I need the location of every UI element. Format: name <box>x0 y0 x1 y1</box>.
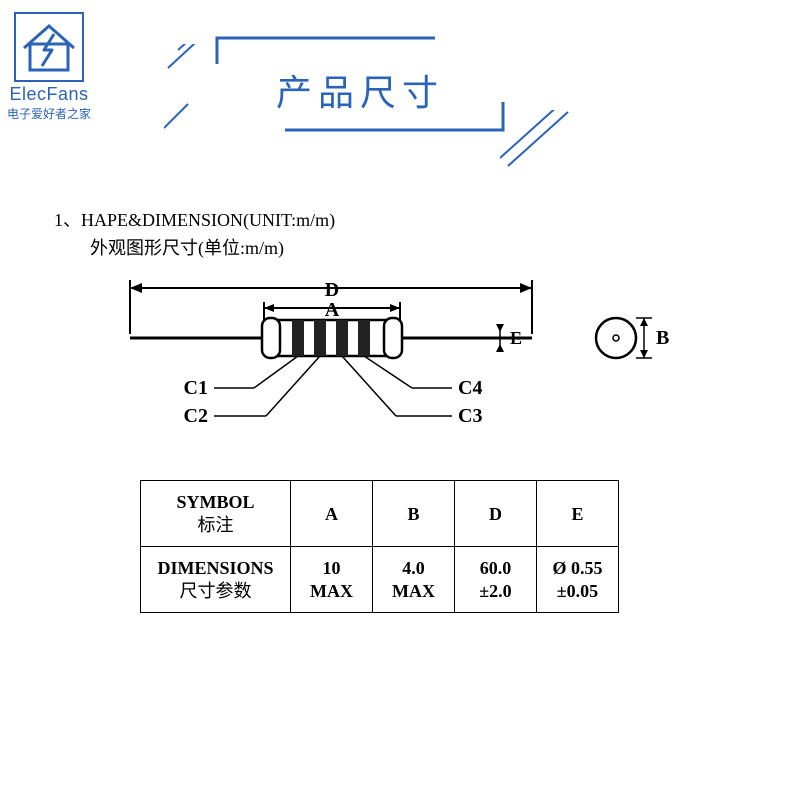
val-a-top: 10 <box>299 557 364 580</box>
table-row: SYMBOL 标注 A B D E <box>141 481 619 547</box>
page-title: 产品尺寸 <box>215 64 505 116</box>
dimension-table: SYMBOL 标注 A B D E DIMENSIONS 尺寸参数 10 MAX… <box>140 480 619 613</box>
header-chn: 标注 <box>149 514 282 537</box>
col-e-head: E <box>537 481 619 547</box>
svg-text:C2: C2 <box>184 405 208 427</box>
section-index: 1、 <box>54 210 81 230</box>
table-row: DIMENSIONS 尺寸参数 10 MAX 4.0 MAX 60.0 ±2.0… <box>141 546 619 612</box>
rowlabel-chn: 尺寸参数 <box>149 580 282 603</box>
val-b-top: 4.0 <box>381 557 446 580</box>
val-a-bot: MAX <box>299 580 364 603</box>
brand-subtitle: 电子爱好者之家 <box>4 105 94 122</box>
logo-icon <box>14 12 84 82</box>
svg-text:C1: C1 <box>184 377 208 399</box>
val-e-bot: ±0.05 <box>545 580 610 603</box>
svg-text:B: B <box>656 327 669 349</box>
val-d-top: 60.0 <box>463 557 528 580</box>
section-chn: 外观图形尺寸(单位:m/m) <box>90 234 335 260</box>
val-e-top: Ø 0.55 <box>545 557 610 580</box>
svg-text:C3: C3 <box>458 405 482 427</box>
col-d-head: D <box>455 481 537 547</box>
col-a-head: A <box>291 481 373 547</box>
rowlabel-eng: DIMENSIONS <box>149 557 282 580</box>
header-eng: SYMBOL <box>149 491 282 514</box>
brand-logo: ElecFans 电子爱好者之家 <box>14 12 94 122</box>
val-d-bot: ±2.0 <box>463 580 528 603</box>
val-b-bot: MAX <box>381 580 446 603</box>
svg-text:C4: C4 <box>458 377 482 399</box>
brand-name: ElecFans <box>4 84 94 105</box>
svg-text:E: E <box>510 328 522 348</box>
title-panel: 产品尺寸 <box>215 36 505 132</box>
section-eng: HAPE&DIMENSION(UNIT:m/m) <box>81 210 335 230</box>
dimension-diagram: D A E C1 C2 C4 <box>96 274 696 442</box>
svg-text:D: D <box>325 279 339 301</box>
col-b-head: B <box>373 481 455 547</box>
decor-slashes-right <box>500 110 570 170</box>
svg-text:A: A <box>325 299 340 321</box>
section-heading: 1、HAPE&DIMENSION(UNIT:m/m) 外观图形尺寸(单位:m/m… <box>54 206 335 260</box>
